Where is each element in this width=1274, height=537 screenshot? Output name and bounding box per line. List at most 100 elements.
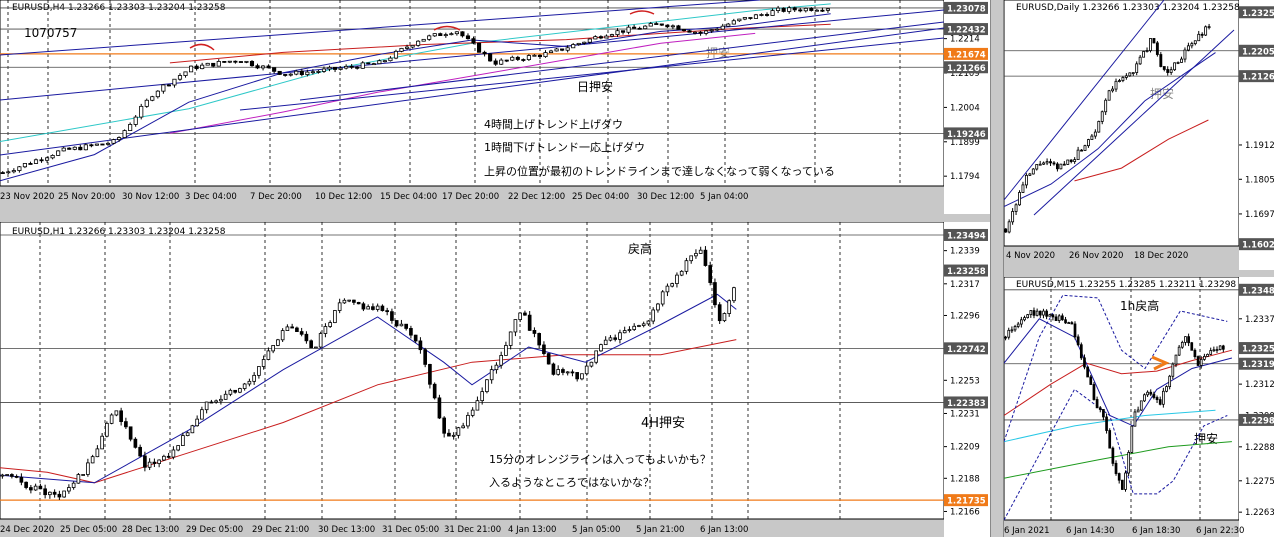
h1-panel[interactable]: EURUSD,H1 1.23266 1.23303 1.23204 1.2325…	[0, 222, 990, 537]
candle	[556, 365, 561, 376]
candle	[1073, 157, 1077, 164]
candle	[189, 65, 194, 73]
h1-time-axis: 24 Dec 2020 25 Dec 05:00 28 Dec 13:00 29 De…	[0, 525, 748, 535]
x-tick-label: 26 Nov 2020	[1069, 251, 1123, 261]
candle	[33, 483, 38, 491]
h4-panel[interactable]: EURUSD,H4 1.23266 1.23303 1.23204 1.2325…	[0, 0, 990, 214]
candle	[421, 38, 426, 42]
candle	[720, 23, 725, 30]
candle	[1024, 173, 1028, 189]
price-label-box: 1.21266	[1239, 70, 1274, 83]
candle	[1087, 138, 1090, 148]
candle	[675, 272, 679, 288]
candle	[1190, 41, 1194, 49]
x-tick-label: 30 Nov 12:00	[122, 192, 179, 202]
candle	[1206, 353, 1209, 357]
candle	[504, 59, 509, 63]
x-tick-label: 17 Dec 20:00	[442, 192, 499, 202]
candle	[1143, 393, 1146, 403]
m15-panel[interactable]: EURUSD,M15 1.23255 1.23285 1.23211 1.232…	[1004, 277, 1274, 537]
candle	[546, 353, 551, 365]
candle	[52, 489, 57, 498]
ma-blue-line	[0, 293, 737, 484]
candle	[641, 321, 646, 328]
candle	[266, 347, 271, 361]
price-label-text: 1.23258	[1242, 9, 1274, 19]
candle	[214, 399, 218, 404]
trendline	[299, 21, 945, 101]
candle	[122, 129, 127, 139]
candle	[1097, 120, 1101, 133]
x-tick-label: 6 Jan 18:30	[1132, 526, 1180, 536]
candle	[1090, 134, 1094, 140]
candle	[499, 351, 503, 369]
candle	[1114, 460, 1118, 476]
candle	[753, 13, 759, 19]
candle	[518, 312, 522, 323]
candle	[24, 481, 28, 490]
candle	[233, 389, 237, 394]
candle	[272, 67, 277, 74]
candle	[1128, 72, 1132, 77]
candle	[715, 27, 720, 32]
ma-blue-line	[1004, 52, 1216, 208]
price-label-box: 1.23258	[1239, 342, 1274, 355]
candle	[249, 60, 255, 67]
candle	[594, 350, 599, 365]
candle	[266, 64, 271, 69]
x-tick-label: 10 Dec 12:00	[315, 192, 372, 202]
candle	[1146, 390, 1149, 397]
candle	[1204, 25, 1208, 36]
candle	[1158, 396, 1162, 406]
candle	[521, 58, 526, 62]
candle	[409, 325, 413, 339]
x-tick-label: 30 Dec 13:00	[318, 525, 375, 535]
daily-panel[interactable]: EURUSD,Daily 1.23266 1.23303 1.23204 1.2…	[1004, 0, 1274, 270]
candle	[67, 484, 71, 494]
candle	[689, 255, 694, 264]
candle	[727, 299, 732, 317]
y-tick-label: 1.2288	[1245, 443, 1274, 453]
candle	[17, 166, 22, 173]
candle	[1021, 181, 1025, 193]
candle	[1100, 110, 1104, 125]
candle	[194, 64, 199, 71]
candle	[580, 373, 584, 381]
x-tick-label: 4 Jan 13:00	[508, 525, 556, 535]
candle	[1035, 308, 1039, 317]
candle	[185, 431, 190, 437]
m15-overlays	[1004, 294, 1233, 521]
candle	[100, 143, 105, 146]
candle	[523, 310, 527, 316]
x-tick-label: 24 Dec 2020	[0, 525, 54, 535]
candle	[632, 24, 637, 29]
candle	[161, 84, 166, 94]
price-label-box: 1.21266	[944, 61, 988, 74]
candle	[648, 21, 653, 27]
candle	[144, 98, 149, 108]
y-tick-label: 1.1794	[950, 172, 980, 182]
candle	[1111, 86, 1115, 93]
ma-red-line	[0, 339, 737, 484]
candle	[247, 378, 252, 387]
price-label-box: 1.19246	[944, 127, 988, 140]
candle	[1095, 396, 1099, 409]
candle	[119, 407, 123, 426]
candle	[432, 33, 437, 37]
candle	[299, 327, 304, 337]
candle	[195, 415, 199, 427]
candle	[627, 326, 632, 333]
candle	[726, 22, 731, 27]
candle	[94, 143, 99, 146]
candle	[1162, 387, 1165, 408]
candle	[305, 69, 310, 77]
panel-divider-vertical[interactable]	[990, 0, 1004, 537]
candle	[316, 70, 321, 74]
candle	[404, 44, 410, 50]
candle	[89, 143, 94, 148]
candle	[71, 481, 76, 490]
ma-red-line	[1004, 349, 1233, 416]
candle	[166, 452, 171, 459]
candle	[152, 458, 157, 468]
